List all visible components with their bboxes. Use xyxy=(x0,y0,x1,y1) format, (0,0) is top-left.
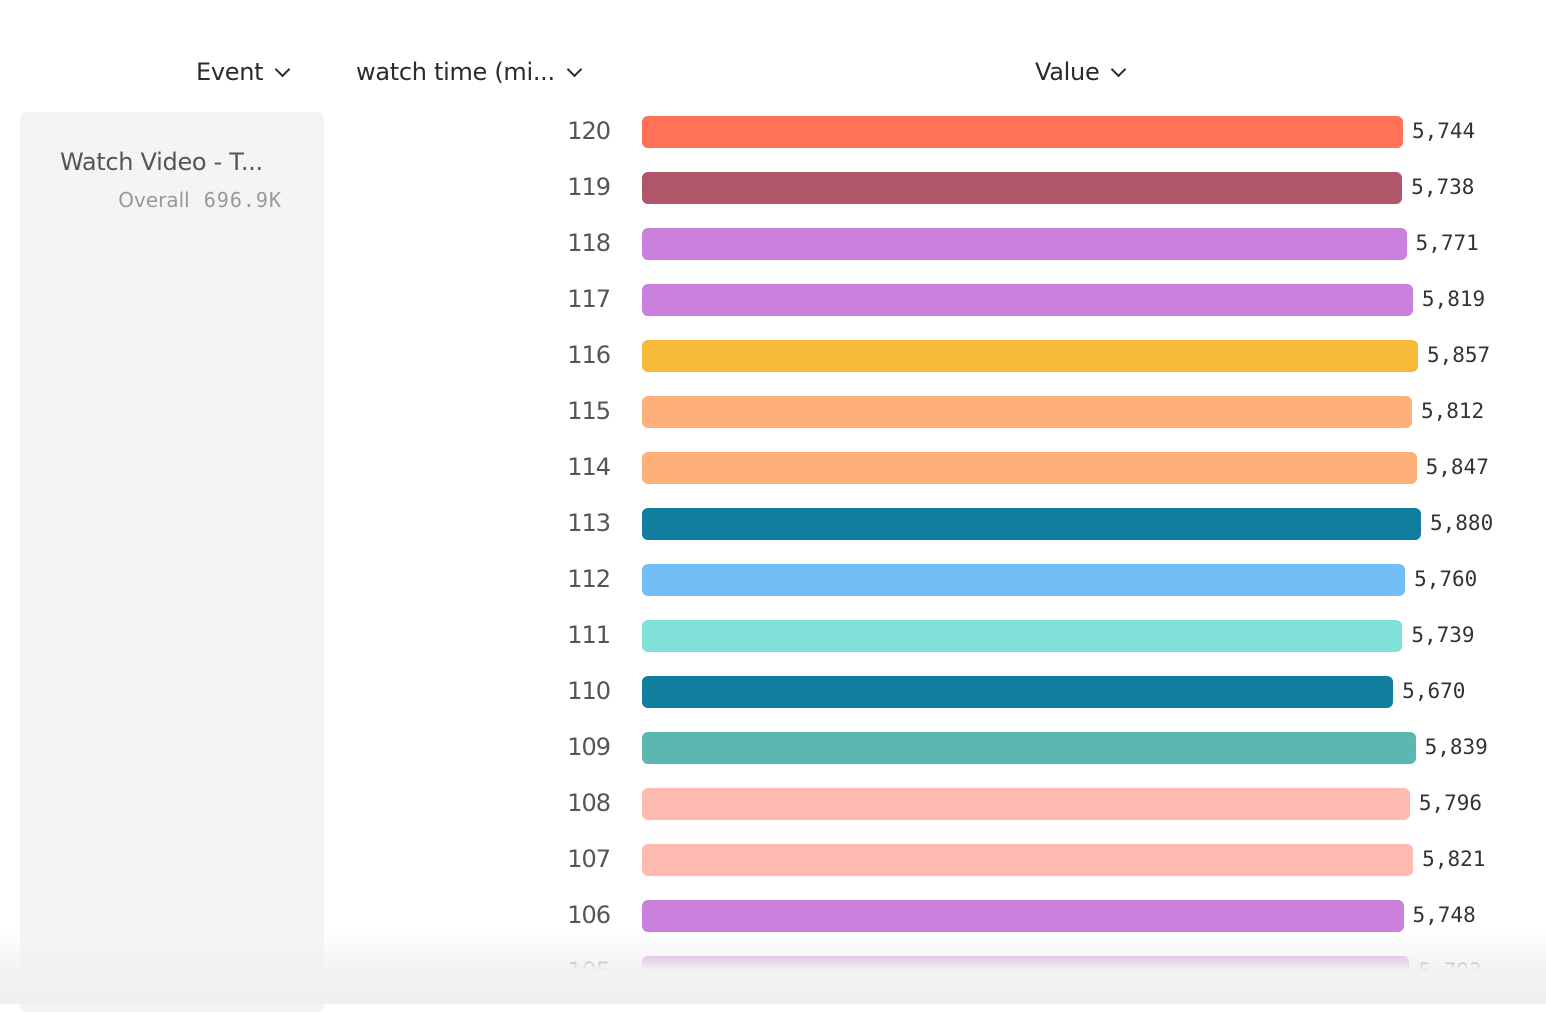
breakdown-header-label: watch time (mi... xyxy=(356,58,555,86)
chevron-down-icon xyxy=(274,61,291,77)
value-label: 5,760 xyxy=(1414,567,1478,591)
bar[interactable] xyxy=(642,284,1413,316)
category-label: 118 xyxy=(567,229,611,257)
value-label: 5,796 xyxy=(1418,791,1483,815)
value-label: 5,821 xyxy=(1422,847,1486,871)
category-label: 117 xyxy=(567,285,611,313)
category-label: 109 xyxy=(567,733,611,761)
bar[interactable] xyxy=(642,900,1404,932)
value-column-header[interactable]: Value xyxy=(1035,58,1127,86)
bar[interactable] xyxy=(642,788,1410,820)
value-label: 5,748 xyxy=(1412,903,1476,927)
value-label: 5,670 xyxy=(1402,679,1466,703)
category-label: 119 xyxy=(567,173,611,201)
chevron-down-icon xyxy=(566,61,583,77)
category-label: 116 xyxy=(567,341,611,369)
bar[interactable] xyxy=(642,844,1414,876)
overall-value: 696.9K xyxy=(203,188,282,212)
event-overall: Overall 696.9K xyxy=(118,188,282,212)
value-label: 5,839 xyxy=(1424,735,1488,759)
value-label: 5,738 xyxy=(1411,175,1475,199)
category-label: 120 xyxy=(567,117,611,145)
bar[interactable] xyxy=(642,116,1403,148)
bar[interactable] xyxy=(642,340,1418,372)
scroll-fade xyxy=(0,930,1546,1004)
value-label: 5,857 xyxy=(1426,343,1491,367)
event-header-label: Event xyxy=(196,58,264,86)
bar[interactable] xyxy=(642,508,1421,540)
value-label: 5,739 xyxy=(1411,623,1475,647)
value-label: 5,812 xyxy=(1420,399,1485,423)
value-label: 5,744 xyxy=(1411,119,1476,143)
category-label: 112 xyxy=(567,565,611,593)
bar[interactable] xyxy=(642,620,1403,652)
bar[interactable] xyxy=(642,172,1403,204)
breakdown-column-header[interactable]: watch time (mi... xyxy=(356,58,583,86)
overall-label: Overall xyxy=(118,188,190,212)
event-name: Watch Video - T... xyxy=(60,148,263,176)
bar[interactable] xyxy=(642,228,1407,260)
value-label: 5,847 xyxy=(1425,455,1489,479)
category-label: 114 xyxy=(567,453,611,481)
category-label: 108 xyxy=(567,789,611,817)
bar[interactable] xyxy=(642,396,1412,428)
bar[interactable] xyxy=(642,564,1406,596)
value-label: 5,819 xyxy=(1421,287,1486,311)
value-header-label: Value xyxy=(1035,58,1100,86)
bar[interactable] xyxy=(642,732,1416,764)
bar[interactable] xyxy=(642,676,1394,708)
value-label: 5,771 xyxy=(1415,231,1479,255)
category-label: 110 xyxy=(567,677,611,705)
category-label: 107 xyxy=(567,845,611,873)
category-label: 113 xyxy=(567,509,611,537)
event-panel[interactable]: Watch Video - T... Overall 696.9K xyxy=(20,112,324,1012)
bar[interactable] xyxy=(642,452,1417,484)
category-label: 115 xyxy=(567,397,611,425)
event-column-header[interactable]: Event xyxy=(196,58,291,86)
chevron-down-icon xyxy=(1111,61,1127,77)
category-label: 111 xyxy=(567,621,611,649)
value-label: 5,880 xyxy=(1430,511,1494,535)
category-label: 106 xyxy=(567,901,611,929)
